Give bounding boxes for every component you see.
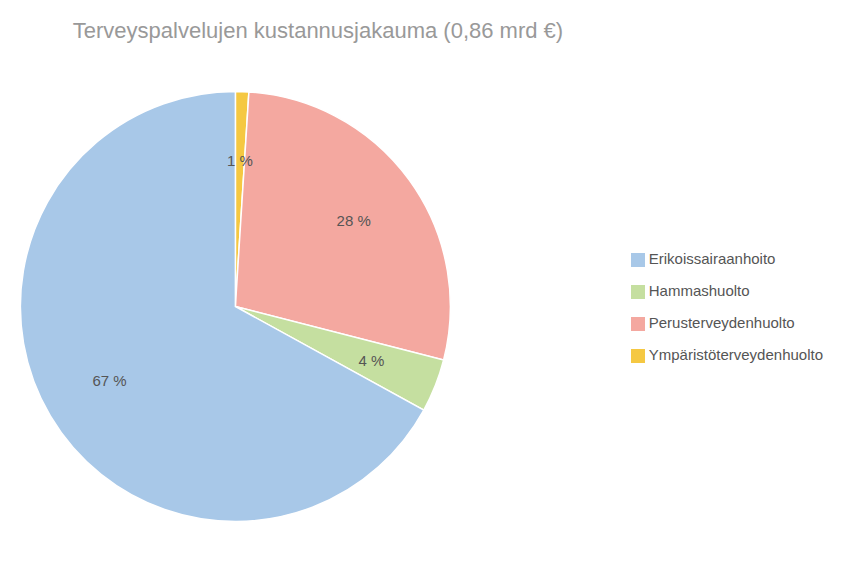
html-text:Perusterveydenhuolto: Perusterveydenhuolto <box>648 313 795 331</box>
svg-text:4 %: 4 % <box>358 352 384 369</box>
svg-text:1 %: 1 % <box>227 152 253 169</box>
html-text:Ympäristöterveydenhuolto: Ympäristöterveydenhuolto <box>648 345 823 363</box>
html-text:Terveyspalvelujen kustannusjak: Terveyspalvelujen kustannusjakauma (0,86… <box>72 18 564 43</box>
svg-text:67 %: 67 % <box>92 372 126 389</box>
html-text:Hammashuolto: Hammashuolto <box>648 281 750 299</box>
html-text:Erikoissairaanhoito: Erikoissairaanhoito <box>648 249 776 267</box>
svg-text:28 %: 28 % <box>337 212 371 229</box>
